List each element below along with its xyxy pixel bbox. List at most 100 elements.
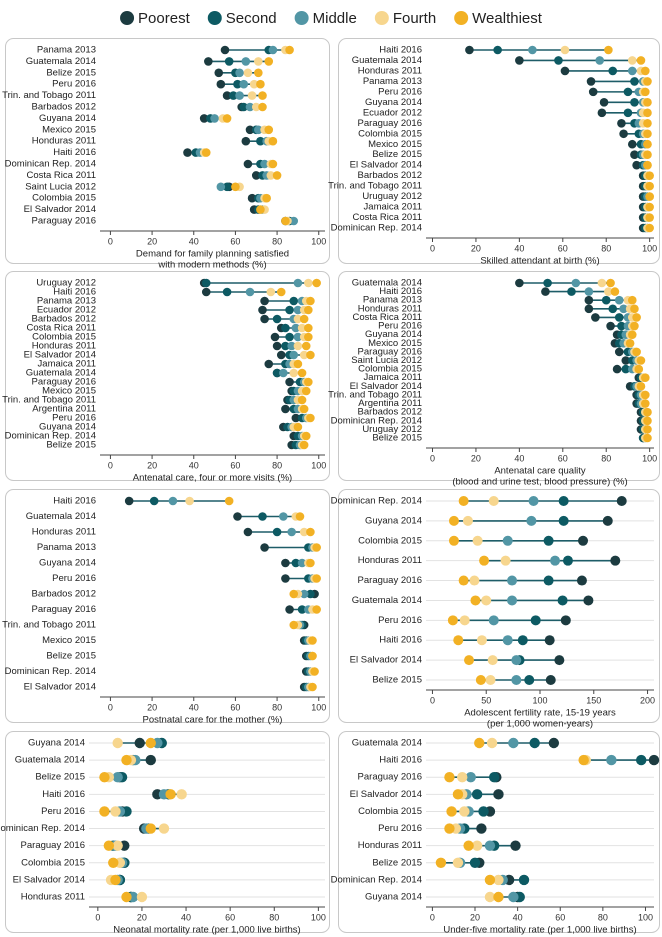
category-label: Belize 2015 <box>46 440 96 451</box>
dot <box>304 278 313 288</box>
dot <box>224 496 234 506</box>
dot <box>464 655 475 666</box>
dot <box>306 413 315 423</box>
dot <box>222 182 232 192</box>
x-tick-label: 40 <box>513 912 523 922</box>
dot <box>121 754 132 766</box>
x-tick-label: 80 <box>272 702 282 712</box>
dot <box>272 368 282 378</box>
category-label: Haiti 2016 <box>53 287 96 298</box>
category-label: Peru 2016 <box>52 573 96 584</box>
dot <box>276 350 286 360</box>
dot <box>308 682 317 692</box>
dot <box>264 57 274 66</box>
legend-marker <box>294 11 309 25</box>
dot <box>299 440 309 450</box>
x-tick-label: 200 <box>640 695 655 705</box>
dot <box>459 615 470 626</box>
legend-label: Middle <box>313 10 357 27</box>
dot <box>239 79 249 89</box>
dot <box>301 386 311 396</box>
dot <box>145 823 156 834</box>
x-tick-label: 20 <box>147 236 157 246</box>
dot <box>243 527 253 537</box>
category-label: Guyana 2014 <box>39 558 96 569</box>
dot <box>645 202 654 212</box>
dot <box>299 527 309 537</box>
x-tick-label: 80 <box>601 453 611 463</box>
dot <box>216 79 226 89</box>
dot <box>627 295 637 305</box>
dot <box>643 425 652 434</box>
dot <box>293 332 303 342</box>
dot <box>276 287 286 297</box>
x-axis-label: Under-five mortality rate (per 1,000 liv… <box>443 925 636 936</box>
category-label: Guyana 2014 <box>28 738 85 749</box>
x-tick-label: 100 <box>642 453 657 463</box>
dot <box>493 891 504 903</box>
dot <box>643 108 652 118</box>
dot <box>641 390 650 400</box>
dot <box>508 737 519 749</box>
x-tick-label: 60 <box>230 702 240 712</box>
category-label: El Salvador 2014 <box>24 682 96 693</box>
x-tick-label: 20 <box>147 702 157 712</box>
x-axis-label: Antenatal care, four or more visits (%) <box>133 473 292 484</box>
dot <box>312 574 321 583</box>
dot <box>645 223 654 233</box>
dot <box>285 605 294 614</box>
category-label: Dominican Rep. 2014 <box>5 159 96 170</box>
dot <box>447 615 458 626</box>
dot <box>247 91 257 100</box>
dot <box>201 287 211 297</box>
category-label: El Salvador 2014 <box>350 655 422 666</box>
dot <box>293 422 303 432</box>
dot <box>465 772 476 783</box>
dot <box>291 413 301 423</box>
dot <box>558 515 569 526</box>
panel <box>5 271 330 481</box>
dot <box>627 139 637 149</box>
category-label: Honduras 2011 <box>358 303 422 314</box>
dot <box>458 575 469 586</box>
dot <box>251 102 261 112</box>
x-tick-label: 80 <box>272 236 282 246</box>
dot <box>231 182 240 192</box>
dot <box>312 543 321 552</box>
category-label: Mexico 2015 <box>368 338 422 349</box>
x-tick-label: 150 <box>586 695 601 705</box>
category-label: Haiti 2016 <box>53 496 96 507</box>
x-tick-label: 20 <box>137 912 147 922</box>
category-label: Mexico 2015 <box>42 635 96 646</box>
dot <box>281 341 290 351</box>
category-label: Mexico 2015 <box>42 124 96 135</box>
dot <box>524 675 535 685</box>
category-label: Belize 2015 <box>35 772 85 783</box>
dot <box>558 496 569 506</box>
category-label: Paraguay 2016 <box>32 216 96 227</box>
dot <box>220 45 230 55</box>
dot <box>235 91 244 100</box>
category-label: Belize 2015 <box>372 675 422 686</box>
dot <box>216 182 226 192</box>
dot <box>256 205 265 214</box>
x-tick-label: 60 <box>558 453 568 463</box>
category-label: Ecuador 2012 <box>363 107 422 118</box>
dot <box>459 806 470 817</box>
dot <box>601 295 611 305</box>
legend-label: Poorest <box>138 10 191 27</box>
dot <box>648 754 660 766</box>
x-axis-label: Skilled attendant at birth (%) <box>480 256 599 267</box>
dot <box>636 356 646 365</box>
x-tick-label: 0 <box>430 912 435 922</box>
dot <box>293 305 303 315</box>
dot <box>636 56 646 65</box>
dot <box>297 605 307 614</box>
dot <box>606 278 615 288</box>
dot <box>299 404 309 414</box>
dot <box>606 321 615 331</box>
dot <box>297 323 307 333</box>
dot <box>446 806 457 817</box>
dot <box>289 216 299 226</box>
dot <box>134 737 145 749</box>
